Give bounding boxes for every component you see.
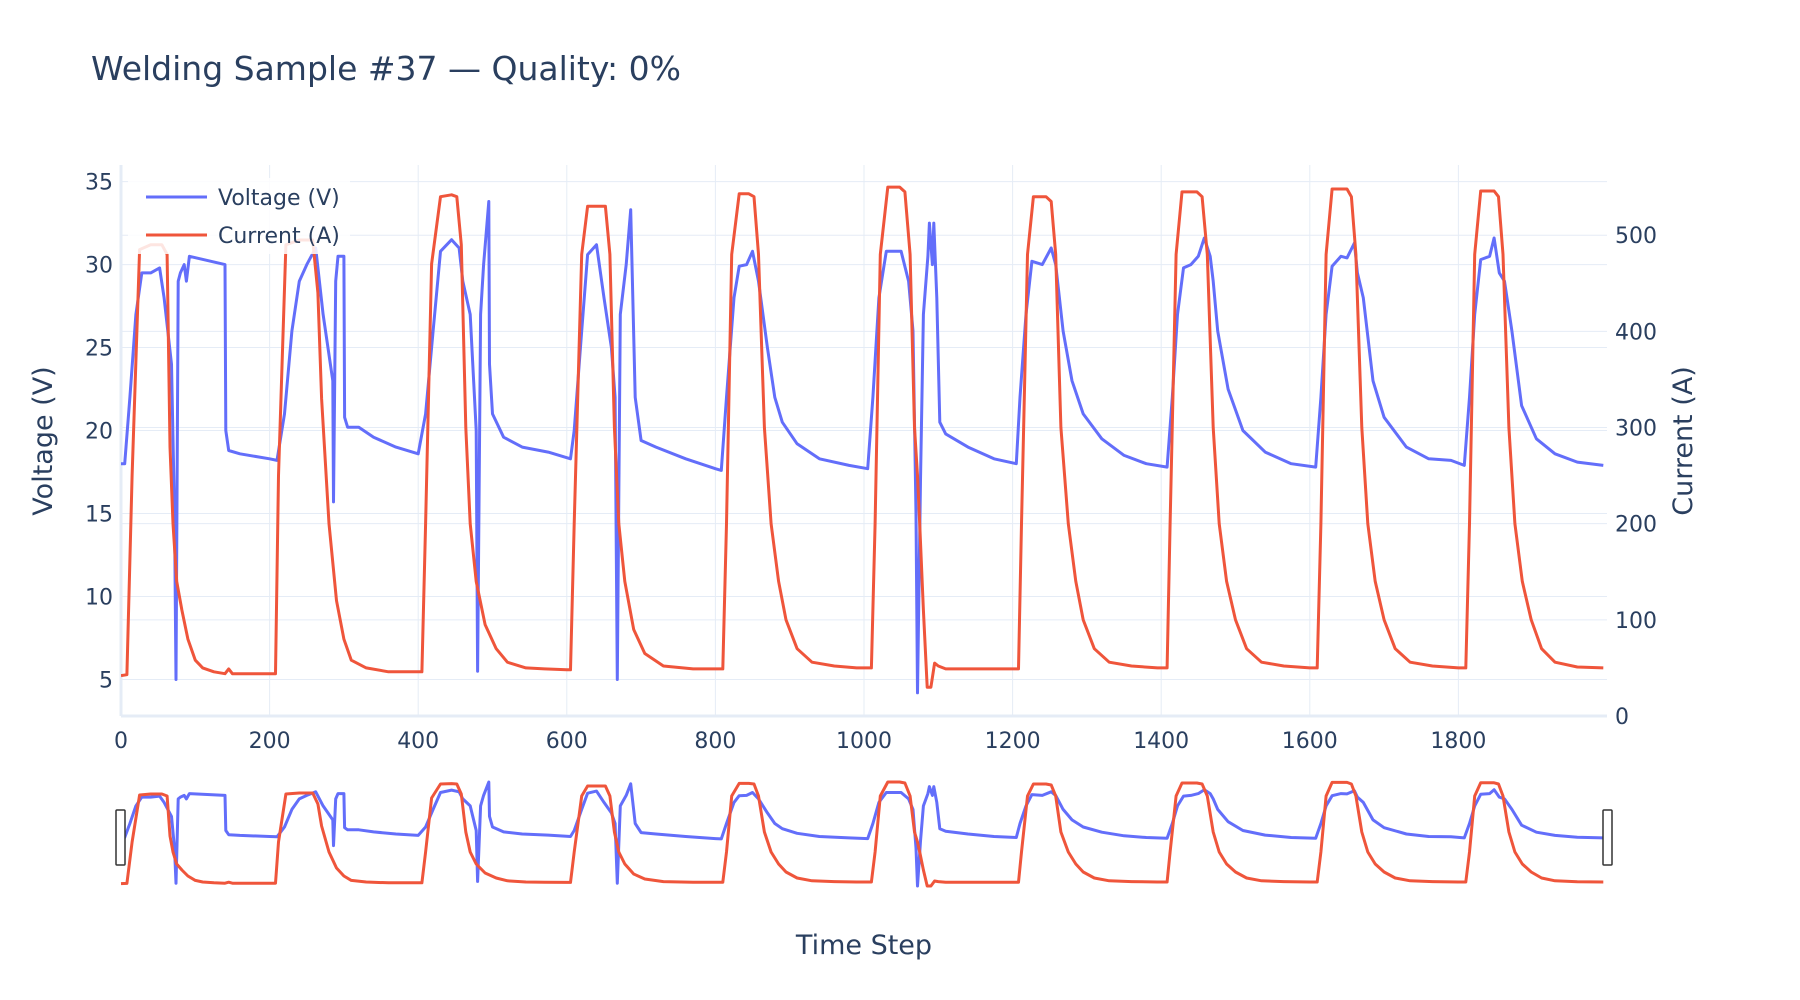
- x-tick-label: 1600: [1282, 729, 1338, 754]
- chart-title: Welding Sample #37 — Quality: 0%: [91, 49, 681, 88]
- y2-axis-title: Current (A): [1668, 366, 1699, 516]
- x-tick-label: 600: [546, 729, 588, 754]
- series-line-current: [121, 185, 1604, 689]
- legend-background: [128, 178, 350, 254]
- y-tick-label: 30: [85, 254, 113, 279]
- x-tick-label: 1000: [836, 729, 892, 754]
- legend-label-voltage[interactable]: Voltage (V): [218, 186, 340, 211]
- x-tick-label: 800: [694, 729, 736, 754]
- y2-tick-label: 200: [1615, 513, 1657, 538]
- axes-layer: [119, 165, 1607, 718]
- x-tick-label: 400: [397, 729, 439, 754]
- series-line-voltage: [121, 200, 1604, 695]
- y-tick-label: 35: [85, 171, 113, 196]
- range-slider-left-handle[interactable]: [115, 809, 126, 866]
- range-slider-line-voltage: [121, 780, 1604, 888]
- x-tick-label: 1400: [1133, 729, 1189, 754]
- x-tick-label: 0: [114, 729, 128, 754]
- y-tick-label: 15: [85, 503, 113, 528]
- legend-label-current[interactable]: Current (A): [218, 224, 340, 249]
- range-slider-line-current: [120, 780, 1604, 888]
- y2-tick-label: 0: [1615, 705, 1629, 730]
- y-tick-label: 5: [99, 668, 113, 693]
- y-tick-label: 10: [85, 586, 113, 611]
- x-axis-title: Time Step: [795, 930, 932, 961]
- grid-layer: [120, 165, 1607, 717]
- range-slider[interactable]: [115, 769, 1613, 893]
- y2-tick-label: 100: [1615, 609, 1657, 634]
- x-tick-label: 1800: [1430, 729, 1486, 754]
- y-axis-title: Voltage (V): [28, 366, 59, 515]
- x-tick-label: 200: [249, 729, 291, 754]
- ticks-layer: 0 200 400 600 800 1000 1200 1400 1600 18005101520…: [85, 171, 1657, 754]
- range-slider-right-handle[interactable]: [1602, 809, 1613, 866]
- y2-tick-label: 400: [1615, 320, 1657, 345]
- range-slider-series: [120, 780, 1604, 888]
- x-tick-label: 1200: [985, 729, 1041, 754]
- y-tick-label: 20: [85, 420, 113, 445]
- legend: Voltage (V) Current (A): [128, 178, 350, 254]
- y2-tick-label: 300: [1615, 417, 1657, 442]
- y-tick-label: 25: [85, 337, 113, 362]
- y2-tick-label: 500: [1615, 224, 1657, 249]
- series-layer: [121, 185, 1604, 695]
